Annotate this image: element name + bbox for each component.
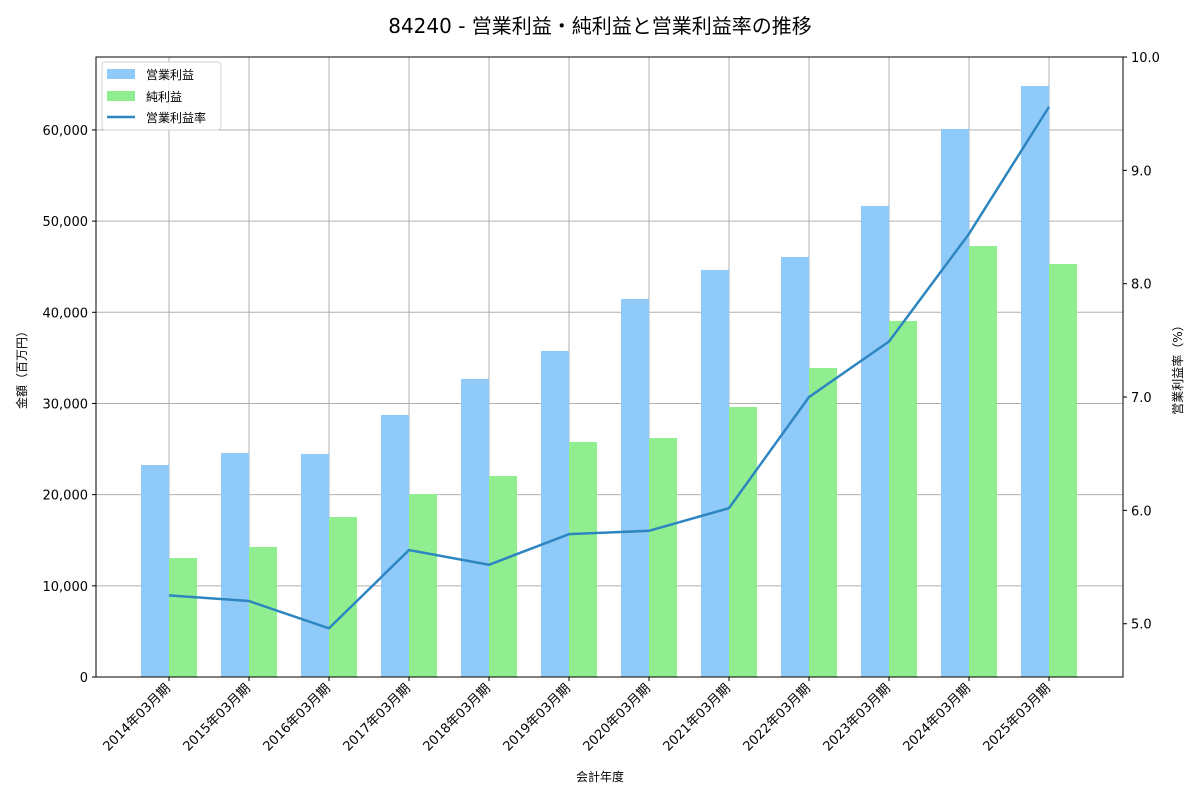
x-tick-label: 2016年03月期	[261, 681, 334, 754]
bar-net-profit	[729, 407, 757, 677]
bar-net-profit	[409, 494, 437, 677]
x-axis-label: 会計年度	[576, 769, 624, 784]
y2-tick-label: 8.0	[1131, 278, 1152, 293]
y-tick-label: 40,000	[43, 306, 89, 321]
bar-operating-profit	[381, 414, 409, 677]
y-axis-label: 金額（百万円）	[14, 325, 29, 409]
y2-tick-label: 5.0	[1131, 618, 1152, 633]
plot-frame	[95, 56, 1124, 678]
bar-net-profit	[969, 246, 997, 677]
x-tick-label: 2019年03月期	[501, 681, 574, 754]
bar-operating-profit	[941, 128, 969, 677]
left-axis-ticks: 0 10,000 20,000 30,000 40,000 50,000 60,000	[43, 124, 96, 686]
bar-operating-profit	[861, 205, 889, 677]
bar-net-profit	[649, 438, 677, 677]
y-tick-label: 10,000	[43, 580, 89, 595]
x-tick-label: 2018年03月期	[421, 681, 494, 754]
y-tick-label: 50,000	[43, 215, 89, 230]
bar-operating-profit	[221, 452, 249, 677]
y-tick-label: 60,000	[43, 124, 89, 139]
legend-swatch-net-profit	[107, 91, 135, 101]
y-tick-label: 0	[80, 671, 88, 686]
legend-label-margin: 営業利益率	[146, 110, 206, 125]
legend: 営業利益 純利益 営業利益率	[101, 61, 222, 131]
x-tick-label: 2014年03月期	[101, 681, 174, 754]
y2-tick-label: 10.0	[1131, 51, 1160, 66]
y2-tick-label: 9.0	[1131, 164, 1152, 179]
bar-net-profit	[329, 516, 357, 677]
bar-net-profit	[249, 546, 277, 677]
y-tick-label: 30,000	[43, 397, 89, 412]
bar-operating-profit	[701, 269, 729, 677]
x-axis-ticks: 2014年03月期 2015年03月期 2016年03月期 2017年03月期 2018…	[101, 677, 1054, 755]
y-tick-label: 20,000	[43, 489, 89, 504]
y2-tick-label: 7.0	[1131, 391, 1152, 406]
bar-operating-profit	[461, 378, 489, 677]
legend-label-operating-profit: 営業利益	[146, 68, 194, 82]
bar-net-profit	[1049, 263, 1077, 677]
bar-net-profit	[489, 475, 517, 677]
margin-line	[168, 106, 1051, 630]
x-tick-label: 2015年03月期	[181, 681, 254, 754]
bar-net-profit	[889, 320, 917, 677]
bar-net-profit	[169, 558, 197, 677]
bars	[141, 85, 1077, 677]
bar-operating-profit	[621, 298, 649, 677]
bar-net-profit	[569, 441, 597, 677]
y2-tick-label: 6.0	[1131, 504, 1152, 519]
y2-axis-label: 営業利益率（%）	[1170, 319, 1185, 414]
x-tick-label: 2024年03月期	[901, 681, 974, 754]
bar-operating-profit	[781, 256, 809, 677]
legend-label-net-profit: 純利益	[146, 90, 182, 104]
x-tick-label: 2025年03月期	[981, 681, 1054, 754]
bar-operating-profit	[541, 350, 569, 677]
legend-swatch-operating-profit	[107, 69, 135, 79]
x-tick-label: 2017年03月期	[341, 681, 414, 754]
x-tick-label: 2021年03月期	[661, 681, 734, 754]
bar-operating-profit	[141, 465, 169, 677]
bar-operating-profit	[301, 453, 329, 677]
chart-title: 84240 - 営業利益・純利益と営業利益率の推移	[388, 14, 812, 38]
x-tick-label: 2022年03月期	[741, 681, 814, 754]
bar-net-profit	[809, 368, 837, 677]
x-tick-label: 2020年03月期	[581, 681, 654, 754]
right-axis-ticks: 5.0 6.0 7.0 8.0 9.0 10.0	[1123, 51, 1160, 633]
x-tick-label: 2023年03月期	[821, 681, 894, 754]
bar-operating-profit	[1021, 85, 1049, 677]
